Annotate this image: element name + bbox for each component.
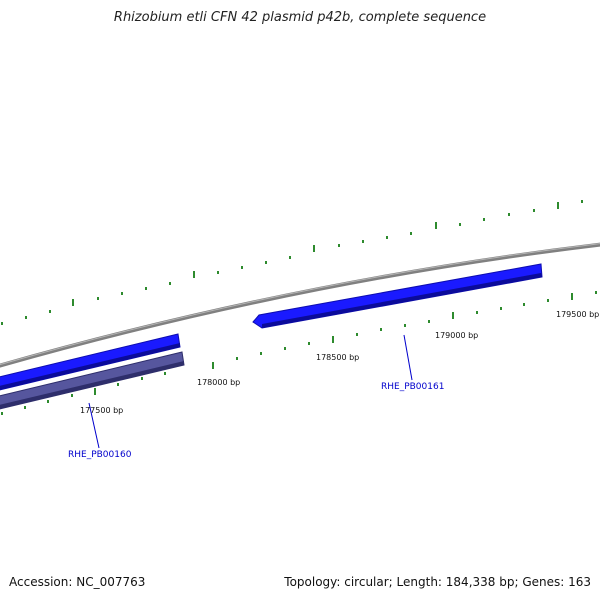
bp-label-177500: 177500 bp bbox=[80, 406, 123, 415]
bp-label-178000: 178000 bp bbox=[197, 378, 240, 387]
bp-label-178500: 178500 bp bbox=[316, 353, 359, 362]
upper-tick-row bbox=[1, 200, 583, 325]
map-title: Rhizobium etli CFN 42 plasmid p42b, comp… bbox=[113, 10, 487, 25]
plasmid-backbone bbox=[0, 242, 600, 368]
bp-label-179500: 179500 bp bbox=[556, 310, 599, 319]
gene-rhe-pb00160-shade bbox=[0, 361, 184, 409]
gene-rhe-pb00161-leader bbox=[403, 334, 413, 381]
gene-label-rhe-pb00161[interactable]: RHE_PB00161 bbox=[381, 382, 444, 392]
lower-tick-row bbox=[1, 291, 597, 415]
plasmid-backbone-highlight bbox=[0, 243, 600, 366]
gene-forward-left-fragment-shade bbox=[0, 343, 180, 390]
gene-rhe-pb00161-shade bbox=[262, 273, 542, 328]
accession-text: Accession: NC_007763 bbox=[9, 575, 146, 589]
summary-text: Topology: circular; Length: 184,338 bp; … bbox=[284, 575, 591, 589]
bp-label-179000: 179000 bp bbox=[435, 331, 478, 340]
gene-rhe-pb00160-leader bbox=[88, 402, 100, 449]
gene-label-rhe-pb00160[interactable]: RHE_PB00160 bbox=[68, 450, 132, 460]
gene-rhe-pb00161[interactable] bbox=[252, 263, 543, 329]
